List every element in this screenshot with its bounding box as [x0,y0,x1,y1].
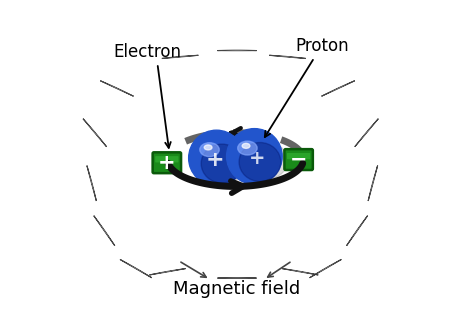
Text: +: + [158,153,176,173]
Polygon shape [120,259,152,278]
Polygon shape [269,55,306,58]
Polygon shape [127,263,146,274]
FancyBboxPatch shape [284,149,313,170]
Text: +: + [249,149,265,167]
Polygon shape [94,216,115,246]
Polygon shape [88,124,102,141]
Polygon shape [346,216,368,246]
Polygon shape [100,81,134,96]
Polygon shape [351,222,364,240]
Polygon shape [310,259,341,278]
Text: Proton: Proton [295,37,349,55]
Ellipse shape [239,143,281,181]
Polygon shape [370,173,376,194]
Polygon shape [98,222,110,240]
FancyBboxPatch shape [153,152,181,173]
Polygon shape [149,269,185,275]
Polygon shape [218,50,256,51]
Text: Magnetic field: Magnetic field [173,280,301,298]
Polygon shape [107,84,127,93]
Polygon shape [83,119,107,147]
Ellipse shape [237,141,257,155]
Ellipse shape [204,145,212,150]
Polygon shape [277,56,299,58]
Polygon shape [316,263,335,274]
FancyBboxPatch shape [155,156,179,162]
Polygon shape [87,166,96,201]
Ellipse shape [242,143,250,148]
Polygon shape [355,119,378,147]
Ellipse shape [201,144,243,183]
Polygon shape [162,55,199,58]
Ellipse shape [189,141,250,183]
Polygon shape [359,124,374,141]
FancyBboxPatch shape [287,153,310,159]
Polygon shape [321,81,355,96]
Polygon shape [156,270,178,274]
Polygon shape [169,56,191,58]
Polygon shape [368,166,378,201]
Circle shape [189,130,244,186]
Circle shape [227,129,282,184]
Text: Electron: Electron [113,43,181,61]
Ellipse shape [227,140,288,181]
Polygon shape [89,173,94,194]
Ellipse shape [200,143,219,157]
Polygon shape [282,269,318,275]
Polygon shape [289,270,311,274]
Text: −: − [290,149,307,170]
Text: +: + [206,149,224,170]
Polygon shape [328,84,348,93]
